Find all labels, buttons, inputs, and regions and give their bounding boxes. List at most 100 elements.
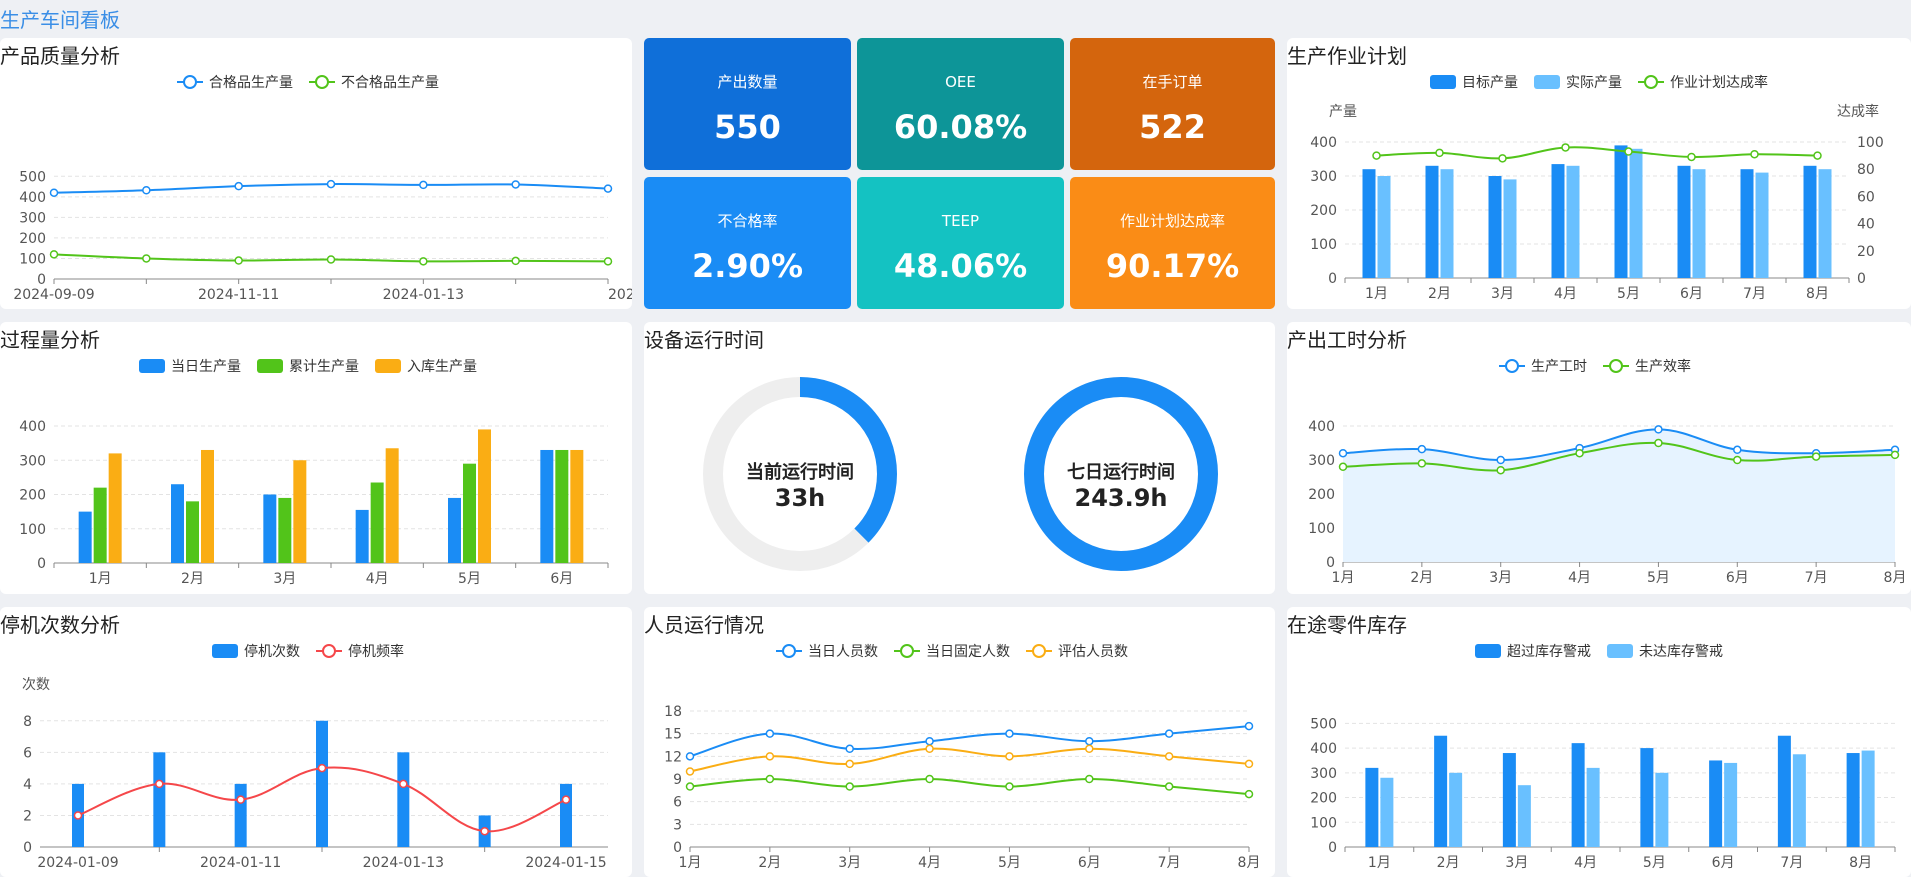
x-tick-label: 1月 <box>679 855 702 871</box>
y-tick-label: 6 <box>23 745 32 761</box>
bar <box>1792 754 1806 847</box>
y-tick-label: 0 <box>23 840 32 856</box>
data-point <box>1244 721 1254 731</box>
bar <box>78 511 92 563</box>
gauge-arc <box>1024 377 1218 571</box>
x-tick-label: 4月 <box>1554 286 1577 302</box>
y-tick-label: 400 <box>1310 741 1337 757</box>
legend-label: 累计生产量 <box>289 359 359 375</box>
y-tick-label: 300 <box>1310 169 1337 185</box>
bar <box>1818 169 1832 278</box>
kpi-value: 60.08% <box>893 108 1028 146</box>
data-point <box>1338 448 1348 458</box>
x-tick-label: 2024-01-09 <box>37 855 118 871</box>
y2-tick-label: 100 <box>1857 135 1884 151</box>
hours-chart: 生产工时 生产效率 0 100 200 300 400 1月 2月 3月 4月 5月 6月 7月 8月 <box>1308 358 1906 586</box>
data-point <box>1244 789 1254 799</box>
bar <box>1740 169 1754 278</box>
bar <box>1362 169 1376 278</box>
series-line <box>1342 428 1896 462</box>
x-tick-label: 8月 <box>1238 855 1261 871</box>
staff-panel: 人员运行情况 当日人员数 当日固定人数 评估人员数 0 3 6 9 12 15 18 1月 2月 3月 4… <box>644 607 1275 877</box>
kpi-label: 在手订单 <box>1142 73 1203 91</box>
x-tick-label: 4月 <box>366 571 389 587</box>
data-point <box>1813 151 1822 160</box>
data-point <box>1005 752 1014 761</box>
data-point <box>1750 149 1759 159</box>
data-point <box>1417 444 1427 454</box>
x-tick-label: 2024-09-09 <box>13 287 94 303</box>
bar <box>385 448 399 563</box>
legend-label: 超过库存警戒 <box>1507 644 1591 660</box>
legend-label: 当日生产量 <box>171 359 241 375</box>
legend-swatch-icon <box>1475 644 1501 658</box>
kpi-label: 产出数量 <box>717 73 778 91</box>
data-point <box>561 795 571 804</box>
kpi-open-orders: 在手订单 522 <box>1070 38 1275 170</box>
data-point <box>234 181 243 191</box>
data-point <box>765 774 775 784</box>
process-chart: 当日生产量 累计生产量 入库生产量 0 100 200 300 400 1月 2月 3月 4月 5月 6月 <box>19 359 609 587</box>
page-title: 生产车间看板 <box>0 8 120 32</box>
data-point <box>765 729 775 738</box>
x-tick-label: 2月 <box>1428 286 1451 302</box>
y-tick-label: 0 <box>673 840 682 856</box>
bar <box>1629 148 1643 278</box>
gauge-label: 当前运行时间 <box>746 461 854 483</box>
kpi-value: 48.06% <box>893 247 1028 285</box>
bar <box>1377 176 1391 278</box>
y-tick-label: 200 <box>1310 791 1337 807</box>
data-point <box>1733 455 1742 465</box>
kpi-value: 550 <box>714 108 781 146</box>
y-tick-label: 9 <box>673 772 682 788</box>
data-point <box>1811 452 1821 461</box>
bar <box>293 460 307 563</box>
bar <box>555 449 569 563</box>
quality-chart: 合格品生产量 不合格品生产量 0 100 200 300 400 500 2024-09-09 2… <box>13 75 632 303</box>
bar <box>463 463 476 563</box>
parts-panel: 在途零件库存 超过库存警戒 未达库存警戒 0 100 200 300 400 500 1月 2月 3… <box>1287 607 1911 877</box>
x-tick-label: 3月 <box>1505 855 1528 871</box>
y-tick-label: 200 <box>1310 203 1337 219</box>
legend-label: 不合格品生产量 <box>341 75 439 91</box>
legend-marker-icon <box>1505 359 1519 373</box>
kpi-teep: TEEP 48.06% <box>857 177 1064 309</box>
y-tick-label: 12 <box>664 749 682 765</box>
bar <box>263 494 277 563</box>
data-point <box>1417 459 1427 468</box>
data-point <box>234 256 243 265</box>
data-point <box>685 767 695 776</box>
parts-panel-title: 在途零件库存 <box>1287 613 1407 637</box>
data-point <box>1085 774 1094 784</box>
bar <box>1502 753 1516 847</box>
x-tick-label: 3月 <box>1491 286 1514 302</box>
y-tick-label: 200 <box>19 488 46 504</box>
data-point <box>236 795 245 804</box>
data-point <box>317 763 327 773</box>
y-tick-label: 300 <box>19 210 46 226</box>
data-point <box>603 184 613 193</box>
bar <box>1425 165 1439 278</box>
area-fill <box>1343 429 1895 562</box>
legend-label: 停机次数 <box>244 643 300 660</box>
bar <box>355 509 369 563</box>
kpi-value: 90.17% <box>1105 247 1240 285</box>
x-tick-label: 3月 <box>273 571 296 587</box>
data-point <box>845 759 854 769</box>
legend-swatch-icon <box>1607 644 1633 658</box>
legend-label: 未达库存警戒 <box>1639 644 1723 660</box>
y-tick-label: 100 <box>19 251 46 267</box>
x-tick-label: 5月 <box>998 855 1021 871</box>
x-tick-label: 2月 <box>181 571 204 587</box>
kpi-output-count: 产出数量 550 <box>644 38 851 170</box>
kpi-label: TEEP <box>941 212 980 230</box>
x-tick-label: 5月 <box>1647 570 1670 586</box>
bar <box>1449 772 1463 847</box>
y2-axis-title: 达成率 <box>1837 103 1879 120</box>
bar <box>1655 772 1669 847</box>
legend-label: 生产效率 <box>1635 358 1691 375</box>
legend-marker-icon <box>1609 359 1623 373</box>
bar <box>1846 753 1860 847</box>
bar <box>108 453 122 563</box>
